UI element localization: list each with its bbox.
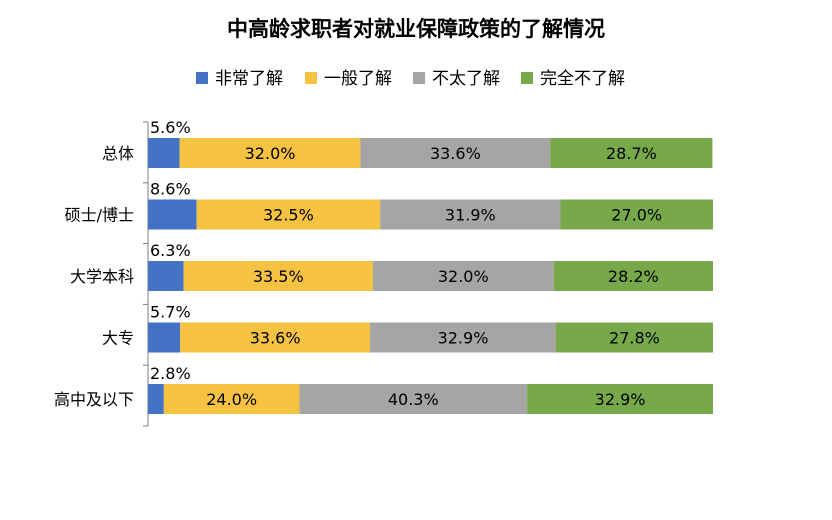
data-label: 33.6% [430,144,481,163]
bar-segment [372,261,554,291]
bar-segment [555,322,713,353]
legend-swatch-4 [521,72,533,84]
bar-segment [148,261,184,291]
bar-segment [148,322,181,353]
data-label: 6.3% [150,241,191,260]
category-label: 大专 [102,329,134,348]
bar-segment [148,384,164,414]
data-label: 32.0% [245,144,296,163]
data-labels: 5.6% 32.0% 33.6% 28.7% 8.6% 32.5% 31.9% 27.0% 6.… [150,118,662,409]
bar-segment [148,199,197,230]
category-label: 硕士/博士 [65,206,134,225]
data-label: 5.7% [150,303,191,322]
legend-label-1: 非常了解 [215,69,283,89]
data-label: 8.6% [150,180,191,199]
data-label: 32.9% [438,329,489,348]
bar-segment [299,384,528,414]
bar-segment [180,322,371,353]
data-label: 28.7% [606,144,657,163]
category-label: 高中及以下 [54,390,134,409]
bar-segment [553,261,713,291]
bar-segment [370,322,556,353]
data-label: 27.8% [609,329,660,348]
data-label: 5.6% [150,118,191,137]
data-label: 2.8% [150,364,191,383]
data-label: 28.2% [608,267,659,286]
data-label: 40.3% [388,390,439,409]
bar-segment [148,138,180,168]
category-label: 总体 [102,144,134,163]
legend-label-3: 不太了解 [432,69,500,89]
legend: 非常了解 一般了解 不太了解 完全不了解 [196,69,625,89]
bar-segment [179,138,361,168]
bar-segment [560,199,713,230]
legend-label-2: 一般了解 [324,69,392,89]
data-label: 31.9% [445,206,496,225]
bar-segment [527,384,713,414]
bar-segment [550,138,713,168]
data-label: 24.0% [206,390,257,409]
legend-swatch-2 [305,72,317,84]
chart-title: 中高龄求职者对就业保障政策的了解情况 [227,17,605,41]
legend-swatch-3 [413,72,425,84]
data-label: 27.0% [611,206,662,225]
data-label: 32.5% [263,206,314,225]
bar-segment [196,199,381,230]
legend-label-4: 完全不了解 [540,69,625,89]
bar-segment [183,261,373,291]
legend-swatch-1 [196,72,208,84]
bar-segment [380,199,561,230]
bar-segment [360,138,551,168]
data-label: 33.5% [253,267,304,286]
data-label: 33.6% [250,329,301,348]
bar-segment [163,384,300,414]
data-label: 32.9% [595,390,646,409]
category-label: 大学本科 [70,267,134,286]
data-label: 32.0% [438,267,489,286]
bars [148,138,713,414]
